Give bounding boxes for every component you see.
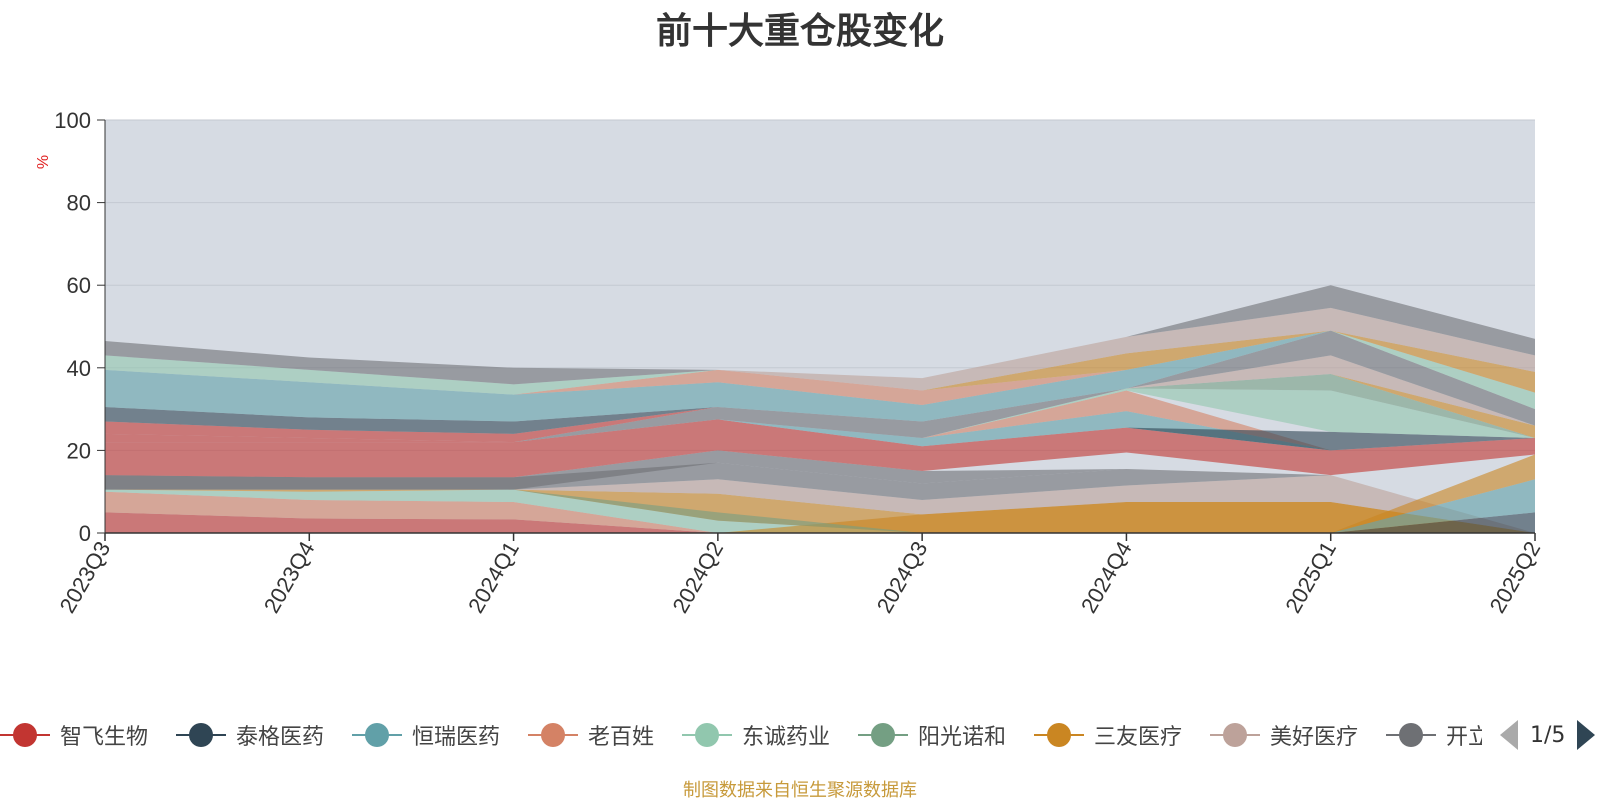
legend-label: 三友医疗: [1094, 725, 1183, 750]
area-band: [105, 491, 1535, 533]
legend-item[interactable]: 泰格医药: [176, 712, 324, 758]
area-band: [105, 330, 1535, 422]
legend-dot: [871, 723, 895, 747]
x-tick-label: 2024Q3: [872, 537, 933, 617]
area-band: [105, 330, 1535, 434]
legend-label: 智飞生物: [60, 725, 149, 750]
x-tick-label: 2025Q2: [1485, 537, 1546, 617]
area-band: [105, 330, 1535, 443]
previous-page-icon[interactable]: [1500, 720, 1518, 750]
x-tick-label: 2024Q1: [463, 537, 524, 617]
y-tick-label: 40: [67, 356, 91, 381]
legend-label: 泰格医药: [236, 725, 325, 750]
area-band: [105, 330, 1535, 410]
legend-swatch: [1034, 723, 1084, 747]
legend-item[interactable]: 阳光诺和: [858, 712, 1006, 758]
x-tick-label: 2024Q2: [667, 537, 728, 617]
x-tick-label: 2023Q3: [55, 537, 116, 617]
legend-swatch: [0, 723, 50, 747]
legend-item[interactable]: 智飞生物: [0, 712, 148, 758]
x-tick-label: 2024Q4: [1076, 537, 1137, 617]
legend-label: 阳光诺和: [918, 725, 1007, 750]
legend-item[interactable]: 美好医疗: [1210, 712, 1358, 758]
legend-label: 恒瑞医药: [412, 725, 501, 750]
area-band: [105, 475, 1535, 533]
legend-swatch: [176, 723, 226, 747]
legend-dot: [1047, 723, 1071, 747]
legend-label: 美好医疗: [1270, 725, 1359, 750]
legend-dot: [1399, 723, 1423, 747]
legend-item[interactable]: 老百姓: [528, 712, 654, 758]
legend-swatch: [1386, 723, 1436, 747]
area-band: [105, 512, 1535, 533]
area-band: [105, 390, 1535, 451]
area-band: [105, 489, 1535, 533]
legend-label: 老百姓: [588, 725, 655, 750]
area-band: [105, 330, 1535, 410]
legend-item[interactable]: 开立医疗: [1386, 712, 1482, 758]
legend-swatch: [858, 723, 908, 747]
chart-title: 前十大重仓股变化: [655, 11, 944, 52]
legend: 智飞生物 泰格医药 恒瑞医药 老百姓 东诚药业 阳光诺和 三友医疗 美好医疗 开立医疗: [0, 712, 1482, 758]
legend-swatch: [1210, 723, 1260, 747]
next-page-icon[interactable]: [1577, 720, 1596, 750]
y-tick-label: 80: [67, 191, 91, 216]
area-band: [105, 307, 1535, 391]
legend-label: 东诚药业: [742, 725, 831, 750]
x-tick-label: 2023Q4: [259, 537, 320, 617]
area-band: [105, 330, 1535, 443]
legend-label: 开立医疗: [1446, 725, 1482, 750]
legend-dot: [1223, 723, 1247, 747]
legend-item[interactable]: 东诚药业: [682, 712, 830, 758]
chart-area: 0 20 40 60 80 100% 2023Q3 2023Q4 2024Q1 2024Q2 202…: [35, 108, 1546, 617]
legend-swatch: [528, 723, 578, 747]
y-axis-label: %: [35, 155, 52, 169]
area-band: [105, 489, 1535, 533]
legend-dot: [189, 723, 213, 747]
legend-item[interactable]: 三友医疗: [1034, 712, 1182, 758]
legend-dot: [695, 723, 719, 747]
legend-swatch: [352, 723, 402, 747]
y-tick-label: 60: [67, 273, 91, 298]
area-band: [105, 512, 1535, 533]
legend-page-indicator: 1/5: [1530, 722, 1566, 748]
source-note: 制图数据来自恒生聚源数据库: [683, 780, 917, 801]
y-tick-label: 20: [67, 438, 91, 463]
area-band: [105, 450, 1535, 533]
y-tick-label: 100: [54, 108, 91, 133]
legend-swatch: [682, 723, 732, 747]
area-band: [105, 419, 1535, 478]
y-tick-label: 0: [79, 521, 91, 546]
legend-pager: 1/5: [1500, 718, 1596, 752]
legend-dot: [13, 723, 37, 747]
area-band: [105, 419, 1535, 451]
legend-dot: [365, 723, 389, 747]
area-band: [105, 489, 1535, 533]
legend-dot: [541, 723, 565, 747]
x-tick-label: 2025Q1: [1280, 537, 1341, 617]
legend-item[interactable]: 恒瑞医药: [352, 712, 500, 758]
